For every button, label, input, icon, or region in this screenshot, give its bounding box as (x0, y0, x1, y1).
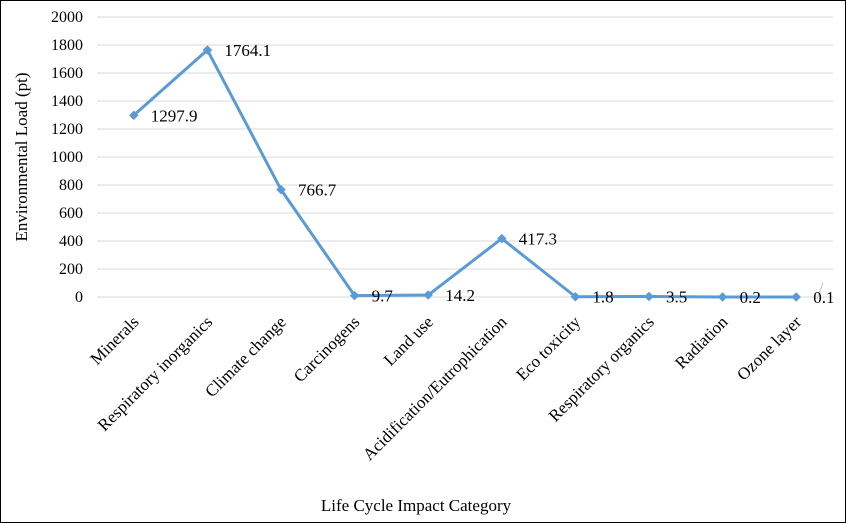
y-tick-label: 1600 (51, 65, 83, 82)
data-label: 766.7 (298, 181, 337, 200)
data-label: 3.5 (666, 288, 687, 307)
x-tick-label: Ozone layer (733, 312, 805, 384)
x-axis-title: Life Cycle Impact Category (321, 496, 512, 515)
data-label: 417.3 (519, 230, 557, 249)
x-tick-label: Acidification/Eutrophication (359, 312, 511, 464)
x-tick-label: Eco toxicity (512, 312, 584, 384)
y-tick-label: 1200 (51, 121, 83, 138)
x-tick-label: Land use (380, 312, 437, 369)
data-label: 14.2 (445, 286, 475, 305)
data-point (276, 184, 286, 195)
y-tick-label: 200 (59, 261, 83, 278)
y-tick-label: 400 (59, 233, 83, 250)
x-tick-label: Radiation (671, 312, 732, 373)
series-layer (128, 45, 802, 302)
data-label: 1.8 (592, 288, 613, 307)
data-point (717, 292, 728, 302)
y-tick-label: 2000 (51, 9, 83, 26)
data-point (791, 292, 802, 302)
axis-end-mark (816, 282, 824, 300)
y-tick-label: 0 (75, 289, 83, 306)
data-label: 1297.9 (151, 106, 198, 125)
data-label: 0.1 (813, 288, 834, 307)
y-tick-label: 800 (59, 177, 83, 194)
series-line (132, 48, 797, 299)
data-point (202, 45, 213, 55)
data-point (423, 290, 434, 300)
y-tick-label: 1000 (51, 149, 83, 166)
y-axis-title: Environmental Load (pt) (12, 72, 31, 241)
data-label: 1764.1 (224, 41, 271, 60)
y-axis-tick-labels: 0 200 400 600 800 1000 1200 1400 1600 1800 2000 (51, 9, 83, 306)
data-point (496, 233, 507, 244)
data-point (349, 290, 360, 301)
data-label: 0.2 (740, 288, 761, 307)
x-tick-label: Carcinogens (290, 312, 364, 386)
x-tick-label: Minerals (86, 312, 142, 368)
data-point (644, 291, 654, 302)
y-tick-label: 1400 (51, 93, 83, 110)
data-labels: 1297.9 1764.1 766.7 9.7 14.2 417.3 1.8 3.5 0.2 0.… (151, 41, 835, 307)
data-point (570, 291, 581, 302)
data-label: 9.7 (372, 287, 394, 306)
data-point (128, 110, 139, 121)
y-tick-label: 1800 (51, 37, 83, 54)
y-tick-label: 600 (59, 205, 83, 222)
gridlines (97, 16, 833, 300)
